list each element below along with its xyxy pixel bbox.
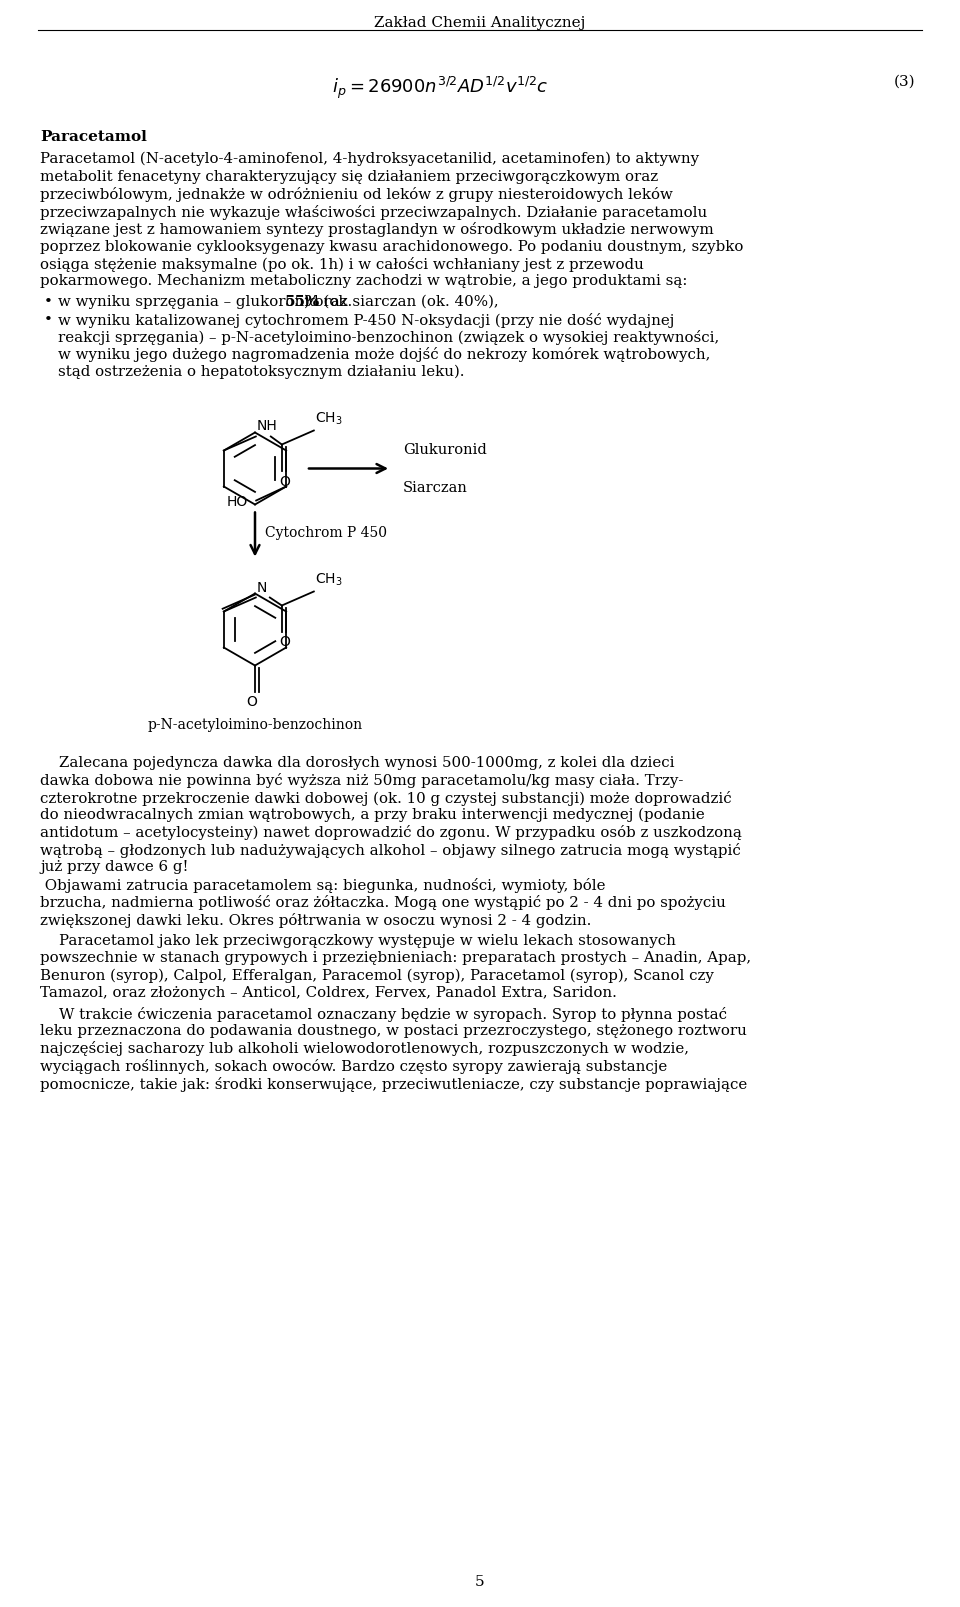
Text: (3): (3)	[894, 76, 916, 88]
Text: Objawami zatrucia paracetamolem są: biegunka, nudności, wymioty, bóle: Objawami zatrucia paracetamolem są: bieg…	[40, 877, 606, 893]
Text: czterokrotne przekroczenie dawki dobowej (ok. 10 g czystej substancji) może dopr: czterokrotne przekroczenie dawki dobowej…	[40, 791, 732, 805]
Text: Glukuronid: Glukuronid	[403, 442, 487, 456]
Text: dawka dobowa nie powinna być wyższa niż 50mg paracetamolu/kg masy ciała. Trzy-: dawka dobowa nie powinna być wyższa niż …	[40, 773, 684, 787]
Text: stąd ostrzeżenia o hepatotoksycznym działaniu leku).: stąd ostrzeżenia o hepatotoksycznym dzia…	[58, 365, 465, 379]
Text: O: O	[247, 696, 257, 710]
Text: leku przeznaczona do podawania doustnego, w postaci przezroczystego, stężonego r: leku przeznaczona do podawania doustnego…	[40, 1024, 747, 1038]
Text: Zakład Chemii Analitycznej: Zakład Chemii Analitycznej	[374, 16, 586, 31]
Text: pokarmowego. Mechanizm metaboliczny zachodzi w wątrobie, a jego produktami są:: pokarmowego. Mechanizm metaboliczny zach…	[40, 275, 687, 289]
Text: CH$_3$: CH$_3$	[315, 572, 343, 588]
Text: Tamazol, oraz złożonych – Anticol, Coldrex, Fervex, Panadol Extra, Saridon.: Tamazol, oraz złożonych – Anticol, Coldr…	[40, 987, 617, 1000]
Text: NH: NH	[257, 419, 277, 434]
Text: brzucha, nadmierna potliwość oraz żółtaczka. Mogą one wystąpić po 2 - 4 dni po s: brzucha, nadmierna potliwość oraz żółtac…	[40, 895, 726, 911]
Text: Benuron (syrop), Calpol, Efferalgan, Paracemol (syrop), Paracetamol (syrop), Sca: Benuron (syrop), Calpol, Efferalgan, Par…	[40, 969, 714, 983]
Text: poprzez blokowanie cyklooksygenazy kwasu arachidonowego. Po podaniu doustnym, sz: poprzez blokowanie cyklooksygenazy kwasu…	[40, 239, 743, 254]
Text: Zalecana pojedyncza dawka dla dorosłych wynosi 500-1000mg, z kolei dla dzieci: Zalecana pojedyncza dawka dla dorosłych …	[40, 755, 675, 770]
Text: pomocnicze, takie jak: środki konserwujące, przeciwutleniacze, czy substancje po: pomocnicze, takie jak: środki konserwują…	[40, 1077, 747, 1091]
Text: N: N	[257, 580, 267, 595]
Text: p-N-acetyloimino-benzochinon: p-N-acetyloimino-benzochinon	[148, 717, 363, 731]
Text: $i_p = 26900n^{3/2}AD^{1/2}v^{1/2}c$: $i_p = 26900n^{3/2}AD^{1/2}v^{1/2}c$	[332, 76, 548, 101]
Text: Paracetamol: Paracetamol	[40, 130, 147, 145]
Text: reakcji sprzęgania) – p-N-acetyloimino-benzochinon (związek o wysokiej reaktywno: reakcji sprzęgania) – p-N-acetyloimino-b…	[58, 329, 719, 346]
Text: 5: 5	[475, 1575, 485, 1589]
Text: •: •	[44, 296, 53, 309]
Text: Paracetamol jako lek przeciwgorączkowy występuje w wielu lekach stosowanych: Paracetamol jako lek przeciwgorączkowy w…	[40, 934, 676, 948]
Text: w wyniku katalizowanej cytochromem P-450 N-oksydacji (przy nie dość wydajnej: w wyniku katalizowanej cytochromem P-450…	[58, 312, 674, 328]
Text: związane jest z hamowaniem syntezy prostaglandyn w ośrodkowym układzie nerwowym: związane jest z hamowaniem syntezy prost…	[40, 222, 713, 236]
Text: przeciwbólowym, jednakże w odróżnieniu od leków z grupy niesteroidowych leków: przeciwbólowym, jednakże w odróżnieniu o…	[40, 186, 673, 202]
Text: zwiększonej dawki leku. Okres półtrwania w osoczu wynosi 2 - 4 godzin.: zwiększonej dawki leku. Okres półtrwania…	[40, 913, 591, 927]
Text: Cytochrom P 450: Cytochrom P 450	[265, 525, 387, 540]
Text: w wyniku sprzęgania – glukoronid (ok.: w wyniku sprzęgania – glukoronid (ok.	[58, 296, 357, 310]
Text: CH$_3$: CH$_3$	[315, 411, 343, 427]
Text: O: O	[278, 635, 290, 649]
Text: •: •	[44, 312, 53, 326]
Text: W trakcie ćwiczenia paracetamol oznaczany będzie w syropach. Syrop to płynna pos: W trakcie ćwiczenia paracetamol oznaczan…	[40, 1006, 727, 1022]
Text: metabolit fenacetyny charakteryzujący się działaniem przeciwgorączkowym oraz: metabolit fenacetyny charakteryzujący si…	[40, 169, 659, 183]
Text: antidotum – acetylocysteiny) nawet doprowadzić do zgonu. W przypadku osób z uszk: antidotum – acetylocysteiny) nawet dopro…	[40, 826, 742, 840]
Text: Siarczan: Siarczan	[403, 480, 468, 495]
Text: przeciwzapalnych nie wykazuje właściwości przeciwzapalnych. Działanie paracetamo: przeciwzapalnych nie wykazuje właściwośc…	[40, 204, 708, 220]
Text: w wyniku jego dużego nagromadzenia może dojść do nekrozy komórek wątrobowych,: w wyniku jego dużego nagromadzenia może …	[58, 347, 710, 363]
Text: najczęściej sacharozy lub alkoholi wielowodorotlenowych, rozpuszczonych w wodzie: najczęściej sacharozy lub alkoholi wielo…	[40, 1041, 689, 1056]
Text: wyciągach roślinnych, sokach owoców. Bardzo często syropy zawierają substancje: wyciągach roślinnych, sokach owoców. Bar…	[40, 1059, 667, 1073]
Text: wątrobą – głodzonych lub nadużywających alkohol – objawy silnego zatrucia mogą w: wątrobą – głodzonych lub nadużywających …	[40, 844, 741, 858]
Text: już przy dawce 6 g!: już przy dawce 6 g!	[40, 860, 188, 874]
Text: Paracetamol (N-acetylo-4-aminofenol, 4-hydroksyacetanilid, acetaminofen) to akty: Paracetamol (N-acetylo-4-aminofenol, 4-h…	[40, 153, 699, 167]
Text: powszechnie w stanach grypowych i przeziębnieniach: preparatach prostych – Anadi: powszechnie w stanach grypowych i przezi…	[40, 951, 751, 964]
Text: ) oraz siarczan (ok. 40%),: ) oraz siarczan (ok. 40%),	[304, 296, 499, 309]
Text: osiąga stężenie maksymalne (po ok. 1h) i w całości wchłaniany jest z przewodu: osiąga stężenie maksymalne (po ok. 1h) i…	[40, 257, 644, 272]
Text: O: O	[278, 474, 290, 489]
Text: HO: HO	[227, 495, 248, 509]
Text: 55%: 55%	[285, 296, 321, 309]
Text: do nieodwracalnych zmian wątrobowych, a przy braku interwencji medycznej (podani: do nieodwracalnych zmian wątrobowych, a …	[40, 808, 705, 823]
